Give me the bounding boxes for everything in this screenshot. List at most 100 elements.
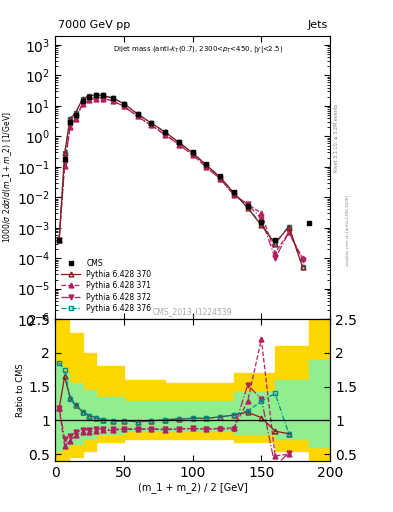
Pythia 6.428 376 [57,237,62,243]
Text: Rivet 3.1.10, ≥ 3.2M events: Rivet 3.1.10, ≥ 3.2M events [334,104,338,173]
Pythia 6.428 370 [176,139,181,145]
Text: Jets: Jets [307,20,327,30]
Pythia 6.428 372 [135,114,140,120]
Pythia 6.428 372 [259,216,264,222]
Pythia 6.428 370 [190,150,195,156]
CMS [101,93,106,99]
Pythia 6.428 370 [62,150,67,156]
Text: mcplots.cern.ch [arXiv:1306.3436]: mcplots.cern.ch [arXiv:1306.3436] [346,195,350,266]
Pythia 6.428 371 [68,124,73,130]
Text: 7000 GeV pp: 7000 GeV pp [58,20,130,30]
CMS [80,97,85,103]
CMS [190,149,195,155]
Pythia 6.428 376 [110,95,115,101]
Pythia 6.428 372 [68,123,73,129]
Line: Pythia 6.428 376: Pythia 6.428 376 [57,93,305,269]
CMS [163,129,167,135]
Pythia 6.428 376 [204,162,209,168]
Text: CMS_2013_I1224539: CMS_2013_I1224539 [153,307,232,316]
Pythia 6.428 372 [80,100,85,106]
Pythia 6.428 371 [259,210,264,216]
Pythia 6.428 372 [110,98,115,104]
Pythia 6.428 370 [231,190,236,196]
Pythia 6.428 372 [163,132,167,138]
CMS [259,219,264,225]
Pythia 6.428 370 [204,162,209,168]
Pythia 6.428 371 [190,152,195,158]
Pythia 6.428 371 [80,101,85,107]
Pythia 6.428 372 [121,103,126,109]
Pythia 6.428 371 [62,162,67,168]
Pythia 6.428 370 [110,95,115,101]
CMS [110,95,115,101]
Pythia 6.428 372 [231,192,236,198]
Pythia 6.428 376 [94,92,99,98]
Text: Dijet mass (anti-$k_T$(0.7), 2300<$p_T$<450, |y|<2.5): Dijet mass (anti-$k_T$(0.7), 2300<$p_T$<… [113,45,283,55]
Pythia 6.428 376 [87,93,92,99]
Pythia 6.428 372 [94,95,99,101]
Line: Pythia 6.428 372: Pythia 6.428 372 [57,96,305,262]
Pythia 6.428 376 [121,100,126,106]
Pythia 6.428 370 [218,174,222,180]
Pythia 6.428 371 [135,114,140,120]
Pythia 6.428 372 [73,116,78,122]
Pythia 6.428 371 [101,95,106,101]
Pythia 6.428 376 [68,116,73,122]
Pythia 6.428 376 [231,190,236,196]
Pythia 6.428 371 [231,192,236,198]
Pythia 6.428 376 [163,129,167,135]
Pythia 6.428 372 [190,152,195,158]
Y-axis label: Ratio to CMS: Ratio to CMS [17,363,26,417]
Pythia 6.428 370 [273,241,277,247]
Pythia 6.428 370 [245,205,250,211]
Pythia 6.428 372 [101,95,106,101]
Pythia 6.428 376 [273,240,277,246]
Pythia 6.428 371 [286,229,291,236]
CMS [135,111,140,117]
Pythia 6.428 370 [73,110,78,116]
Pythia 6.428 370 [149,120,154,126]
Pythia 6.428 371 [163,132,167,138]
CMS [68,119,73,125]
Pythia 6.428 370 [101,93,106,99]
CMS [231,189,236,195]
Pythia 6.428 370 [68,116,73,122]
Pythia 6.428 372 [286,229,291,236]
CMS [57,237,62,243]
Pythia 6.428 371 [204,164,209,170]
CMS [176,139,181,145]
Pythia 6.428 371 [57,237,62,243]
Pythia 6.428 376 [62,150,67,156]
Pythia 6.428 371 [110,98,115,104]
Pythia 6.428 376 [101,93,106,99]
Line: Pythia 6.428 370: Pythia 6.428 370 [57,93,305,270]
Pythia 6.428 370 [259,222,264,228]
Line: Pythia 6.428 371: Pythia 6.428 371 [57,96,305,261]
Pythia 6.428 370 [163,129,167,135]
Pythia 6.428 371 [176,141,181,147]
Pythia 6.428 376 [176,139,181,145]
Y-axis label: $1000/\sigma\ 2d\sigma/d(m\_1 + m\_2)$ [1/GeV]: $1000/\sigma\ 2d\sigma/d(m\_1 + m\_2)$ [… [1,112,14,243]
Pythia 6.428 370 [286,223,291,229]
Pythia 6.428 371 [73,116,78,122]
CMS [121,100,126,106]
CMS [307,220,312,226]
Pythia 6.428 376 [149,120,154,126]
Line: CMS: CMS [57,93,312,242]
Pythia 6.428 372 [176,141,181,147]
Pythia 6.428 376 [73,110,78,116]
Pythia 6.428 371 [149,122,154,129]
Pythia 6.428 371 [121,103,126,109]
Pythia 6.428 371 [300,255,305,261]
Pythia 6.428 372 [245,201,250,207]
Pythia 6.428 376 [259,221,264,227]
Pythia 6.428 372 [273,255,277,261]
Pythia 6.428 372 [218,176,222,182]
CMS [204,161,209,167]
Pythia 6.428 372 [57,237,62,243]
Pythia 6.428 372 [204,164,209,170]
CMS [273,237,277,243]
Pythia 6.428 370 [80,96,85,102]
Pythia 6.428 372 [149,122,154,129]
Legend: CMS, Pythia 6.428 370, Pythia 6.428 371, Pythia 6.428 372, Pythia 6.428 376: CMS, Pythia 6.428 370, Pythia 6.428 371,… [59,257,154,315]
